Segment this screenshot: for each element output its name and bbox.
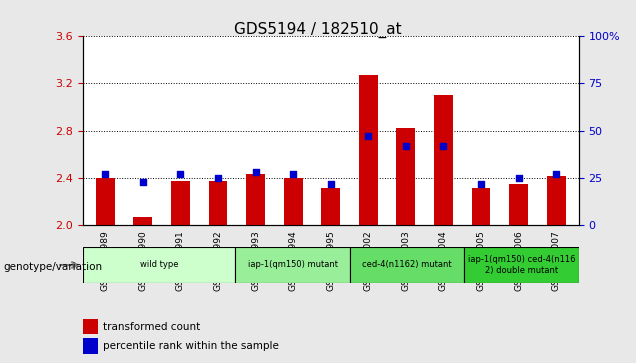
Point xyxy=(363,134,373,139)
Bar xyxy=(246,174,265,225)
Text: wild type: wild type xyxy=(140,261,178,269)
FancyBboxPatch shape xyxy=(350,247,464,283)
FancyBboxPatch shape xyxy=(464,247,579,283)
Bar xyxy=(83,338,97,354)
FancyBboxPatch shape xyxy=(235,247,350,283)
Point xyxy=(401,143,411,149)
FancyBboxPatch shape xyxy=(83,247,235,283)
Text: GDS5194 / 182510_at: GDS5194 / 182510_at xyxy=(234,22,402,38)
Text: transformed count: transformed count xyxy=(102,322,200,331)
Point xyxy=(213,175,223,181)
Text: iap-1(qm150) mutant: iap-1(qm150) mutant xyxy=(247,261,338,269)
Text: genotype/variation: genotype/variation xyxy=(3,262,102,272)
Text: iap-1(qm150) ced-4(n116
2) double mutant: iap-1(qm150) ced-4(n116 2) double mutant xyxy=(467,255,576,275)
Point xyxy=(476,181,486,187)
Point xyxy=(513,175,523,181)
Point xyxy=(100,171,110,177)
Bar xyxy=(171,182,190,225)
Bar xyxy=(434,95,453,225)
Bar xyxy=(284,178,303,225)
Bar xyxy=(134,217,152,225)
Bar xyxy=(359,75,378,225)
Point xyxy=(138,179,148,184)
Bar xyxy=(83,319,97,334)
Text: percentile rank within the sample: percentile rank within the sample xyxy=(102,341,279,351)
Point xyxy=(326,181,336,187)
Bar xyxy=(396,129,415,225)
Bar xyxy=(509,184,528,225)
Point xyxy=(551,171,562,177)
Point xyxy=(288,171,298,177)
Bar xyxy=(96,178,114,225)
Point xyxy=(438,143,448,149)
Point xyxy=(176,171,186,177)
Bar xyxy=(472,188,490,225)
Bar xyxy=(209,182,228,225)
Text: ced-4(n1162) mutant: ced-4(n1162) mutant xyxy=(363,261,452,269)
Bar xyxy=(321,188,340,225)
Point xyxy=(251,169,261,175)
Bar xyxy=(547,176,565,225)
